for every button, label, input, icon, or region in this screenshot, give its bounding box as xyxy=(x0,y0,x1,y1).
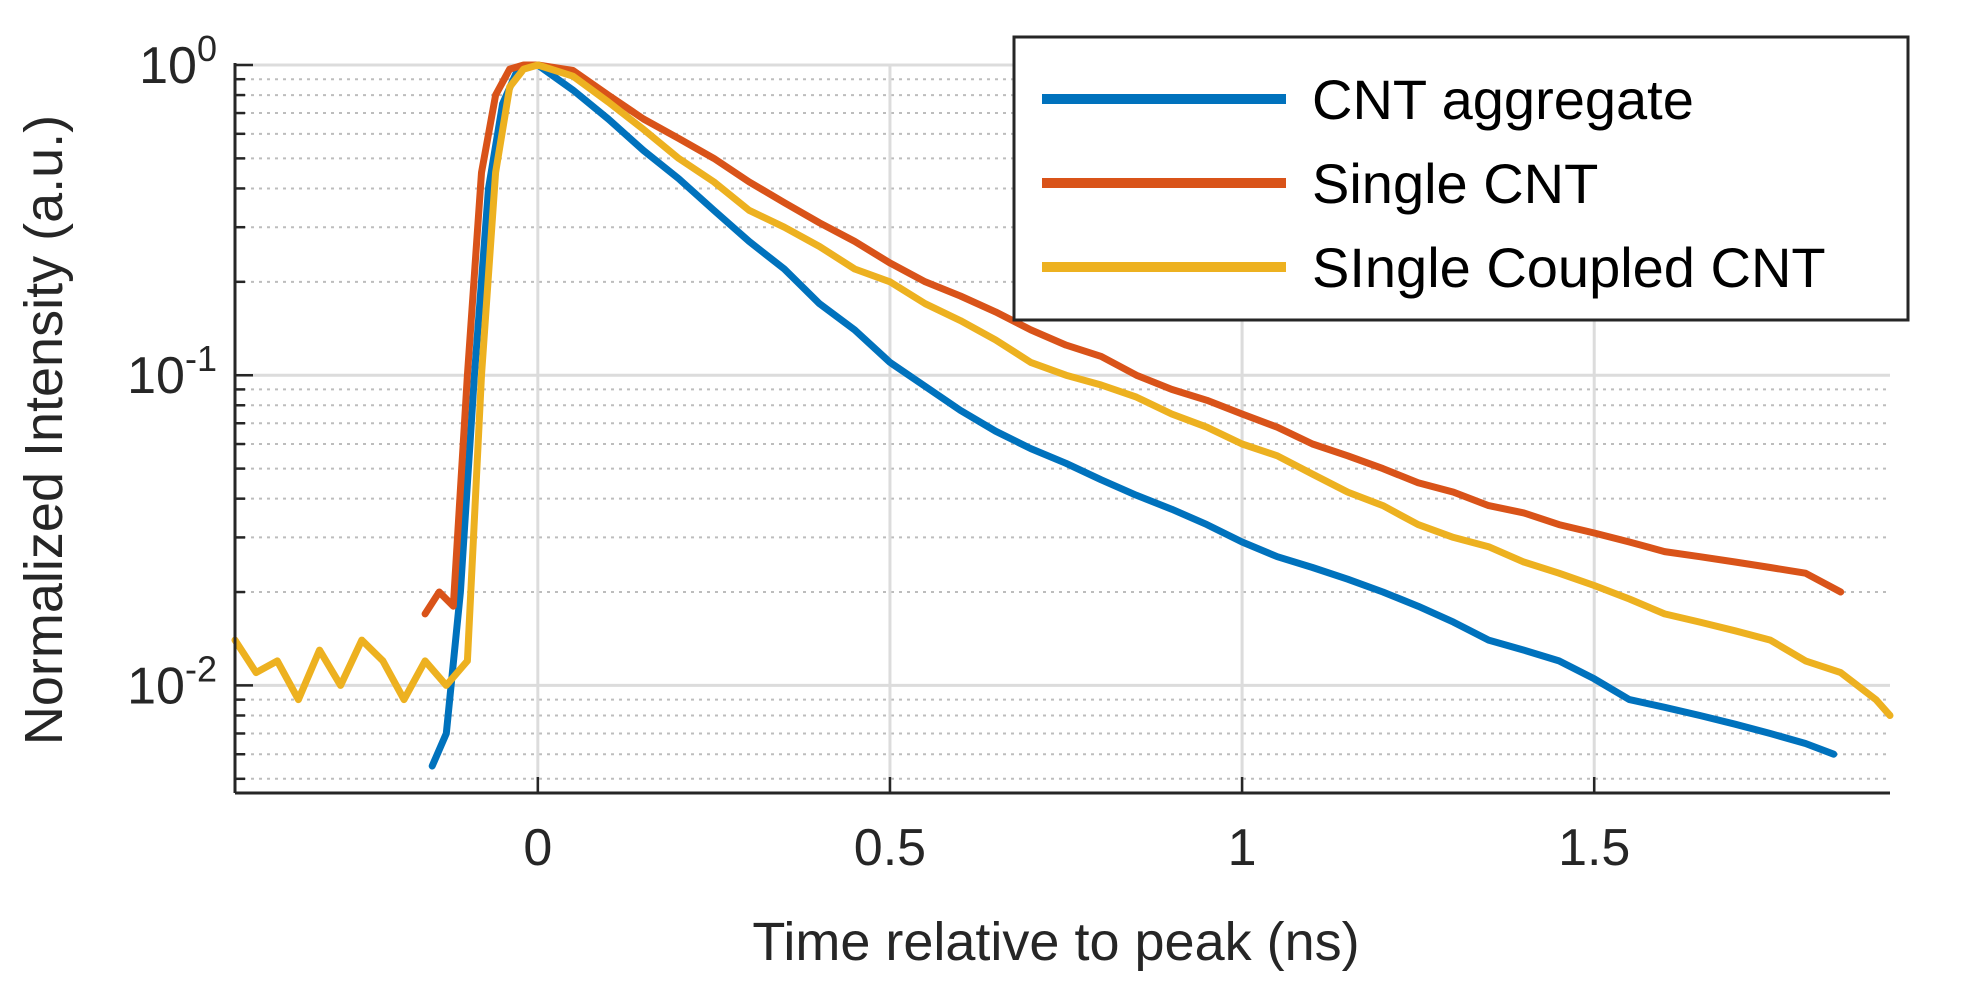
x-tick-label: 1 xyxy=(1228,819,1257,877)
series-line-2 xyxy=(231,61,1894,719)
x-tick-label: 0 xyxy=(523,819,552,877)
x-tick-label: 0.5 xyxy=(854,819,926,877)
legend-label-1: Single CNT xyxy=(1312,152,1598,215)
legend-label-0: CNT aggregate xyxy=(1312,68,1694,131)
y-tick-label: 100 xyxy=(139,28,217,95)
legend: CNT aggregate Single CNT SIngle Coupled CN… xyxy=(1012,35,1910,322)
x-axis-title: Time relative to peak (ns) xyxy=(752,912,1359,972)
axes xyxy=(233,63,1890,795)
y-tick-label: 10-1 xyxy=(127,338,217,405)
plot-lines xyxy=(231,61,1894,770)
x-ticks: 0 0.5 1 1.5 xyxy=(523,819,1630,877)
legend-label-2: SIngle Coupled CNT xyxy=(1312,236,1826,299)
y-tick-label: 10-2 xyxy=(127,648,217,715)
x-tick-label: 1.5 xyxy=(1558,819,1630,877)
y-axis-title: Normalized Intensity (a.u.) xyxy=(14,115,74,745)
y-ticks: 10-2 10-1 100 xyxy=(127,28,217,715)
